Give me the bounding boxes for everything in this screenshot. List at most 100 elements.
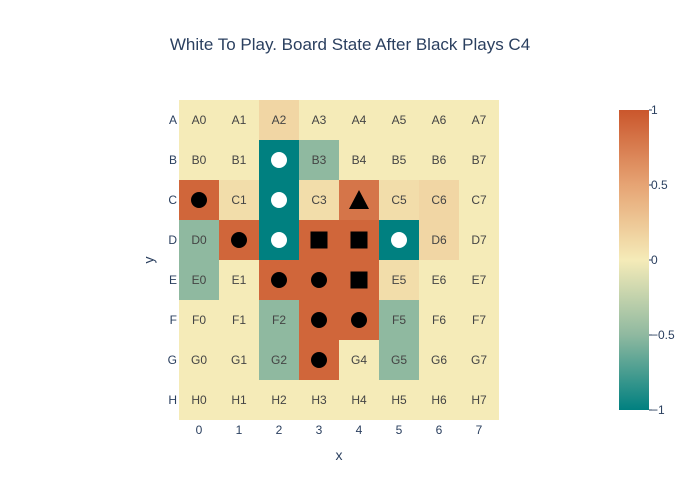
cell-label: H5 bbox=[391, 393, 407, 407]
colorbar-ticks: 1 0.5 0 −0.5 −1 bbox=[649, 103, 675, 417]
x-tick-label: 6 bbox=[436, 423, 443, 437]
cell-label: C6 bbox=[431, 193, 447, 207]
cell-label: H4 bbox=[351, 393, 367, 407]
cell-label: H0 bbox=[191, 393, 207, 407]
board-cell bbox=[219, 300, 259, 340]
cell-label: H7 bbox=[471, 393, 487, 407]
cell-label: F2 bbox=[272, 313, 286, 327]
cell-label: B1 bbox=[232, 153, 247, 167]
board-cell bbox=[419, 140, 459, 180]
board-cell bbox=[459, 100, 499, 140]
x-tick-label: 7 bbox=[476, 423, 483, 437]
board-cell bbox=[459, 260, 499, 300]
black-circle-piece bbox=[191, 192, 207, 208]
board-cell bbox=[179, 380, 219, 420]
x-tick-label: 4 bbox=[356, 423, 363, 437]
cell-label: A6 bbox=[432, 113, 447, 127]
board-cell bbox=[219, 380, 259, 420]
cell-label: G1 bbox=[231, 353, 247, 367]
x-tick-label: 5 bbox=[396, 423, 403, 437]
cell-label: G6 bbox=[431, 353, 447, 367]
cell-label: A7 bbox=[472, 113, 487, 127]
black-circle-piece bbox=[231, 232, 247, 248]
cell-label: F0 bbox=[192, 313, 206, 327]
board-cell bbox=[299, 180, 339, 220]
black-circle-piece bbox=[311, 272, 327, 288]
x-tick-label: 0 bbox=[196, 423, 203, 437]
y-axis-ticks: A B C D E F G H bbox=[168, 113, 178, 407]
colorbar bbox=[619, 110, 649, 410]
cell-label: B7 bbox=[472, 153, 487, 167]
cell-label: D0 bbox=[191, 233, 207, 247]
cell-label: E7 bbox=[472, 273, 487, 287]
board-cell bbox=[419, 380, 459, 420]
cell-label: A2 bbox=[272, 113, 287, 127]
y-tick-label: D bbox=[168, 233, 177, 247]
y-tick-label: F bbox=[170, 313, 177, 327]
board-cell bbox=[459, 140, 499, 180]
board-cell bbox=[179, 300, 219, 340]
cell-label: G5 bbox=[391, 353, 407, 367]
black-circle-piece bbox=[311, 312, 327, 328]
white-circle-piece bbox=[271, 192, 287, 208]
y-axis-label: y bbox=[141, 257, 157, 264]
cell-label: B5 bbox=[392, 153, 407, 167]
colorbar-tick-label: 0.5 bbox=[651, 178, 668, 192]
board-cell bbox=[179, 260, 219, 300]
board-cell bbox=[419, 340, 459, 380]
black-square-piece bbox=[310, 231, 328, 249]
cell-label: C3 bbox=[311, 193, 327, 207]
cell-label: E5 bbox=[392, 273, 407, 287]
board-cell bbox=[459, 380, 499, 420]
cell-label: C5 bbox=[391, 193, 407, 207]
board-cell bbox=[379, 380, 419, 420]
black-circle-piece bbox=[351, 312, 367, 328]
cell-label: A1 bbox=[232, 113, 247, 127]
black-circle-piece bbox=[311, 352, 327, 368]
white-circle-piece bbox=[271, 232, 287, 248]
black-square-piece bbox=[350, 231, 368, 249]
board-cells: A0 A1 A2 A3 A4 A5 A6 A7 B0 B1 B3 B4 B5 B6 B7 C1 C3 C5 C6 C7… bbox=[179, 100, 499, 420]
board-cell bbox=[379, 340, 419, 380]
board-cell bbox=[179, 220, 219, 260]
cell-label: B0 bbox=[192, 153, 207, 167]
black-square-piece bbox=[350, 271, 368, 289]
cell-label: G7 bbox=[471, 353, 487, 367]
chart-title: White To Play. Board State After Black P… bbox=[170, 35, 530, 54]
y-tick-label: A bbox=[169, 113, 177, 127]
board-cell bbox=[419, 300, 459, 340]
board-cell bbox=[219, 140, 259, 180]
cell-label: D6 bbox=[431, 233, 447, 247]
board-cell bbox=[419, 260, 459, 300]
black-triangle-piece bbox=[349, 190, 369, 209]
board-cell bbox=[299, 380, 339, 420]
board-cell bbox=[259, 380, 299, 420]
x-tick-label: 3 bbox=[316, 423, 323, 437]
white-circle-piece bbox=[271, 152, 287, 168]
cell-label: F5 bbox=[392, 313, 406, 327]
board-cell bbox=[219, 180, 259, 220]
cell-label: C1 bbox=[231, 193, 247, 207]
cell-label: H3 bbox=[311, 393, 327, 407]
cell-label: E6 bbox=[432, 273, 447, 287]
board-cell bbox=[179, 340, 219, 380]
cell-label: E0 bbox=[192, 273, 207, 287]
cell-label: G0 bbox=[191, 353, 207, 367]
board-cell bbox=[419, 100, 459, 140]
cell-label: A3 bbox=[312, 113, 327, 127]
cell-label: F6 bbox=[432, 313, 446, 327]
board-cell bbox=[419, 220, 459, 260]
y-tick-label: C bbox=[168, 193, 177, 207]
cell-label: F1 bbox=[232, 313, 246, 327]
y-tick-label: G bbox=[168, 353, 177, 367]
board-cell bbox=[339, 340, 379, 380]
board-cell bbox=[179, 100, 219, 140]
board-cell bbox=[459, 340, 499, 380]
y-tick-label: B bbox=[169, 153, 177, 167]
cell-label: G2 bbox=[271, 353, 287, 367]
board-cell bbox=[219, 260, 259, 300]
board-cell bbox=[459, 180, 499, 220]
board-cell bbox=[339, 380, 379, 420]
cell-label: B3 bbox=[312, 153, 327, 167]
colorbar-tick-label: −1 bbox=[651, 403, 665, 417]
